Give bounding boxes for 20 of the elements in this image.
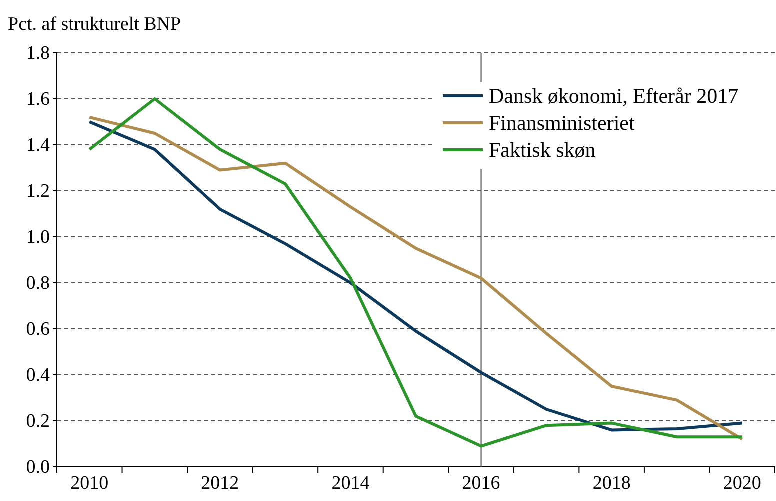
y-tick-label: 1.8	[26, 43, 50, 64]
x-tick-label: 2018	[592, 473, 631, 494]
y-tick-label: 1.0	[26, 227, 50, 248]
y-tick-label: 1.6	[26, 89, 50, 110]
y-tick-label: 1.4	[26, 135, 50, 156]
x-tick-label: 2010	[70, 473, 109, 494]
legend-label: Finansministeriet	[489, 111, 635, 135]
x-tick-label: 2016	[462, 473, 500, 494]
x-tick-label: 2020	[723, 473, 762, 494]
legend-label: Faktisk skøn	[489, 138, 596, 162]
y-tick-label: 1.2	[26, 181, 50, 202]
x-tick-label: 2014	[332, 473, 370, 494]
y-tick-label: 0.6	[26, 319, 50, 340]
y-tick-label: 0.0	[26, 457, 50, 478]
x-tick-label: 2012	[201, 473, 240, 494]
y-axis-title: Pct. af strukturelt BNP	[8, 14, 182, 35]
y-tick-label: 0.4	[26, 365, 50, 386]
y-tick-label: 0.2	[26, 411, 50, 432]
y-tick-label: 0.8	[26, 273, 50, 294]
legend-label: Dansk økonomi, Efterår 2017	[489, 84, 739, 108]
